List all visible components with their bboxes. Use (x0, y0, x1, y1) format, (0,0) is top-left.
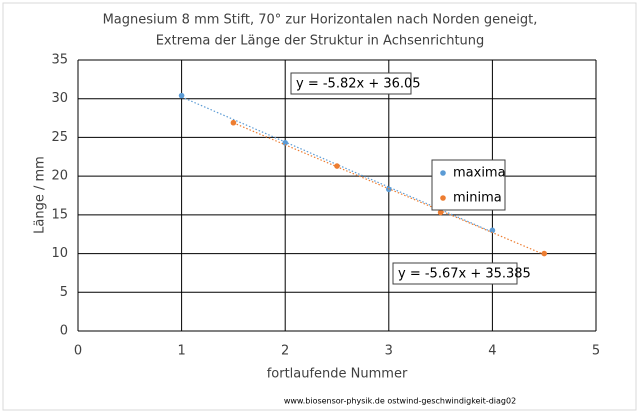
y-axis-title: Länge / mm (33, 156, 48, 234)
y-tick-label: 35 (51, 53, 68, 68)
x-tick-label: 1 (177, 344, 185, 359)
x-tick-label: 5 (592, 344, 600, 359)
x-tick-label: 0 (74, 344, 82, 359)
y-tick-label: 30 (51, 91, 68, 106)
legend-box (431, 159, 506, 211)
trendline-equation: y = -5.67x + 35.385 (398, 267, 531, 282)
legend-label: maxima (453, 166, 506, 181)
data-point (178, 92, 185, 99)
data-point (230, 119, 237, 126)
x-tick-label: 2 (281, 344, 289, 359)
legend-marker (440, 195, 446, 201)
legend-label: minima (453, 191, 502, 206)
chart-title: Extrema der Länge der Struktur in Achsen… (156, 34, 485, 49)
y-tick-label: 0 (60, 324, 68, 339)
trendline-equation: y = -5.82x + 36.05 (296, 77, 421, 92)
y-tick-label: 15 (51, 207, 68, 222)
data-point (437, 209, 444, 216)
footer: www.biosensor-physik.de ostwind-geschwin… (284, 397, 516, 406)
y-tick-label: 20 (51, 169, 68, 184)
data-point (489, 227, 496, 234)
equation-box (290, 72, 412, 95)
y-tick-label: 10 (51, 246, 68, 261)
data-point (334, 163, 340, 169)
y-tick-label: 5 (60, 285, 68, 300)
chart-title: Magnesium 8 mm Stift, 70° zur Horizontal… (103, 13, 538, 28)
x-tick-label: 3 (385, 344, 393, 359)
x-tick-label: 4 (488, 344, 496, 359)
x-axis-title: fortlaufende Nummer (267, 367, 408, 382)
y-tick-label: 25 (51, 130, 68, 145)
legend-marker (440, 170, 446, 176)
data-point (541, 250, 547, 257)
data-point (282, 140, 289, 146)
trendline (233, 122, 545, 256)
equation-box (392, 262, 518, 285)
